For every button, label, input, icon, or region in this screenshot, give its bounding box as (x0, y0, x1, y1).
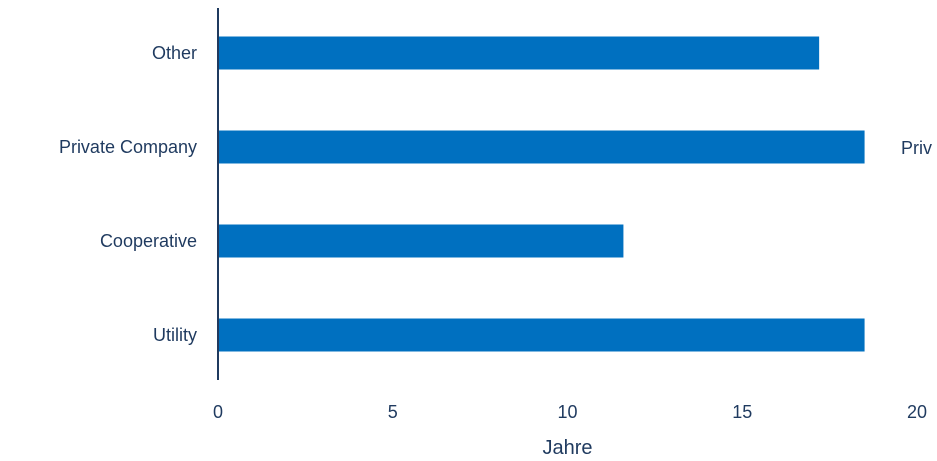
bar-utility (218, 318, 865, 352)
category-labels: Other Private Company Cooperative Utility (59, 43, 197, 345)
bar-private-company (218, 130, 865, 164)
category-label: Utility (153, 325, 197, 345)
bar-cooperative (218, 224, 624, 258)
category-label: Cooperative (100, 231, 197, 251)
x-tick-label: 0 (213, 402, 223, 422)
x-tick-labels: 0 5 10 15 20 (213, 402, 927, 422)
x-axis-title: Jahre (542, 437, 592, 459)
x-tick-label: 20 (907, 402, 927, 422)
x-tick-label: 10 (557, 402, 577, 422)
x-tick-label: 5 (388, 402, 398, 422)
bars-group (218, 36, 865, 352)
bar-other (218, 36, 820, 70)
x-tick-label: 15 (732, 402, 752, 422)
category-label: Private Company (59, 137, 197, 157)
clipped-annotation: Priv (901, 138, 932, 158)
category-label: Other (152, 43, 197, 63)
